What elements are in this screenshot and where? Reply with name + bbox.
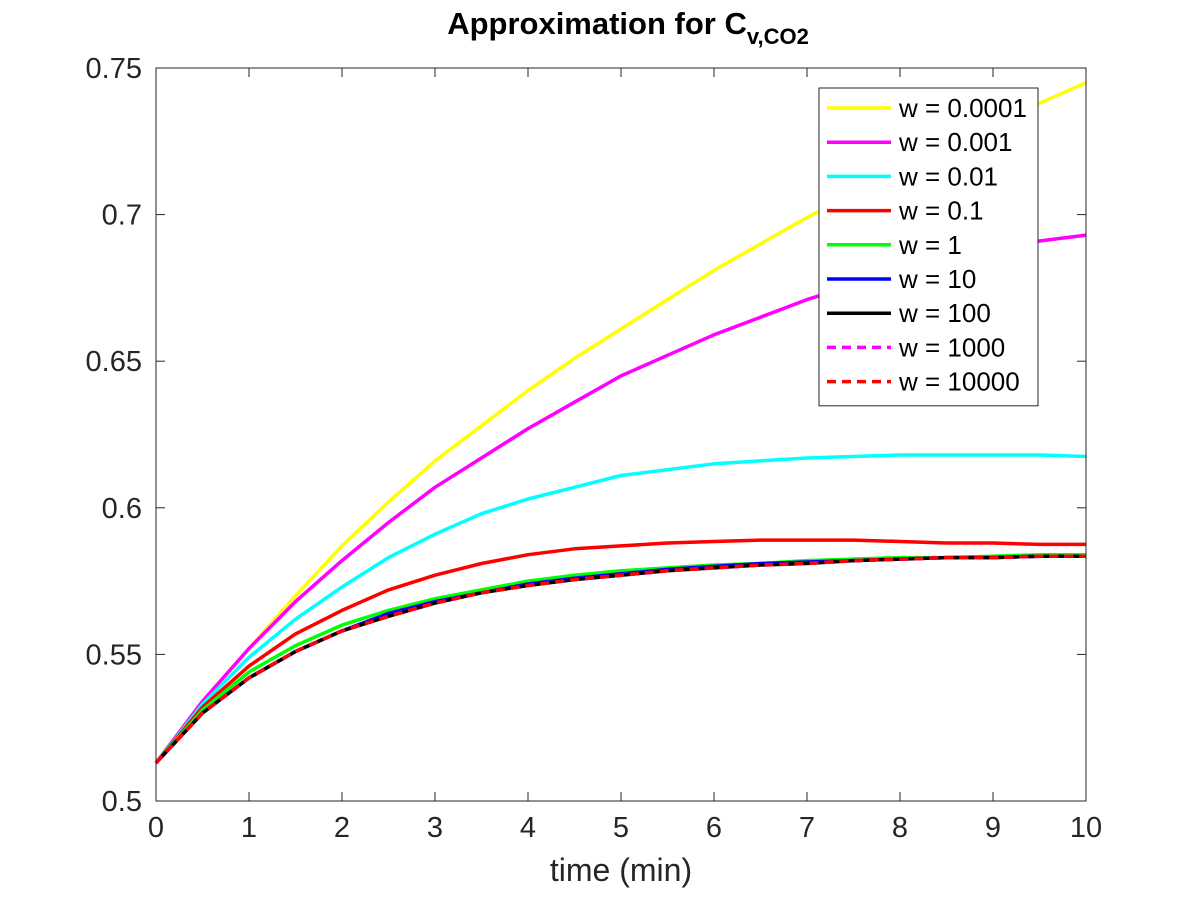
x-tick-label: 9 [985,812,1001,844]
series-line-3 [154,538,1086,765]
x-tick-label: 3 [427,812,443,844]
series-line-8 [154,554,1086,765]
x-tick-label: 8 [892,812,908,844]
chart-title-main: Approximation for C [447,6,747,41]
legend-label: w = 10 [898,264,976,294]
chart-title-subscript: v,CO2 [747,24,809,49]
x-tick-label: 7 [799,812,815,844]
x-tick-label: 10 [1070,812,1102,844]
series-group [154,81,1087,765]
legend: w = 0.0001 w = 0.001 w = 0.01 w = 0.1 w = 1 w… [818,87,1039,407]
y-tick-label: 0.5 [102,786,142,818]
legend-label: w = 0.1 [898,196,984,226]
legend-label: w = 100 [898,298,991,328]
legend-label: w = 0.0001 [898,93,1027,123]
y-tick-label: 0.65 [86,346,142,378]
x-tick-label: 4 [520,812,536,844]
x-tick-label: 2 [334,812,350,844]
x-tick-label: 1 [241,812,257,844]
y-tick-label: 0.75 [86,53,142,85]
legend-label: w = 1 [898,230,962,260]
x-tick-label: 6 [706,812,722,844]
ticks-group: 0 1 2 3 4 5 6 7 8 9 10 0.5 0.55 0.6 0.65 0.7 0.75 [86,53,1103,844]
y-tick-label: 0.7 [102,200,142,232]
y-tick-label: 0.55 [86,639,142,671]
x-axis-label: time (min) [550,852,692,888]
x-tick-label: 0 [148,812,164,844]
x-tick-label: 5 [613,812,629,844]
legend-label: w = 1000 [898,332,1005,362]
y-tick-label: 0.6 [102,493,142,525]
legend-label: w = 0.01 [898,161,998,191]
series-line-2 [154,453,1087,764]
legend-label: w = 0.001 [898,127,1012,157]
chart-title: Approximation for Cv,CO2 [447,6,809,49]
legend-label: w = 10000 [898,367,1020,397]
